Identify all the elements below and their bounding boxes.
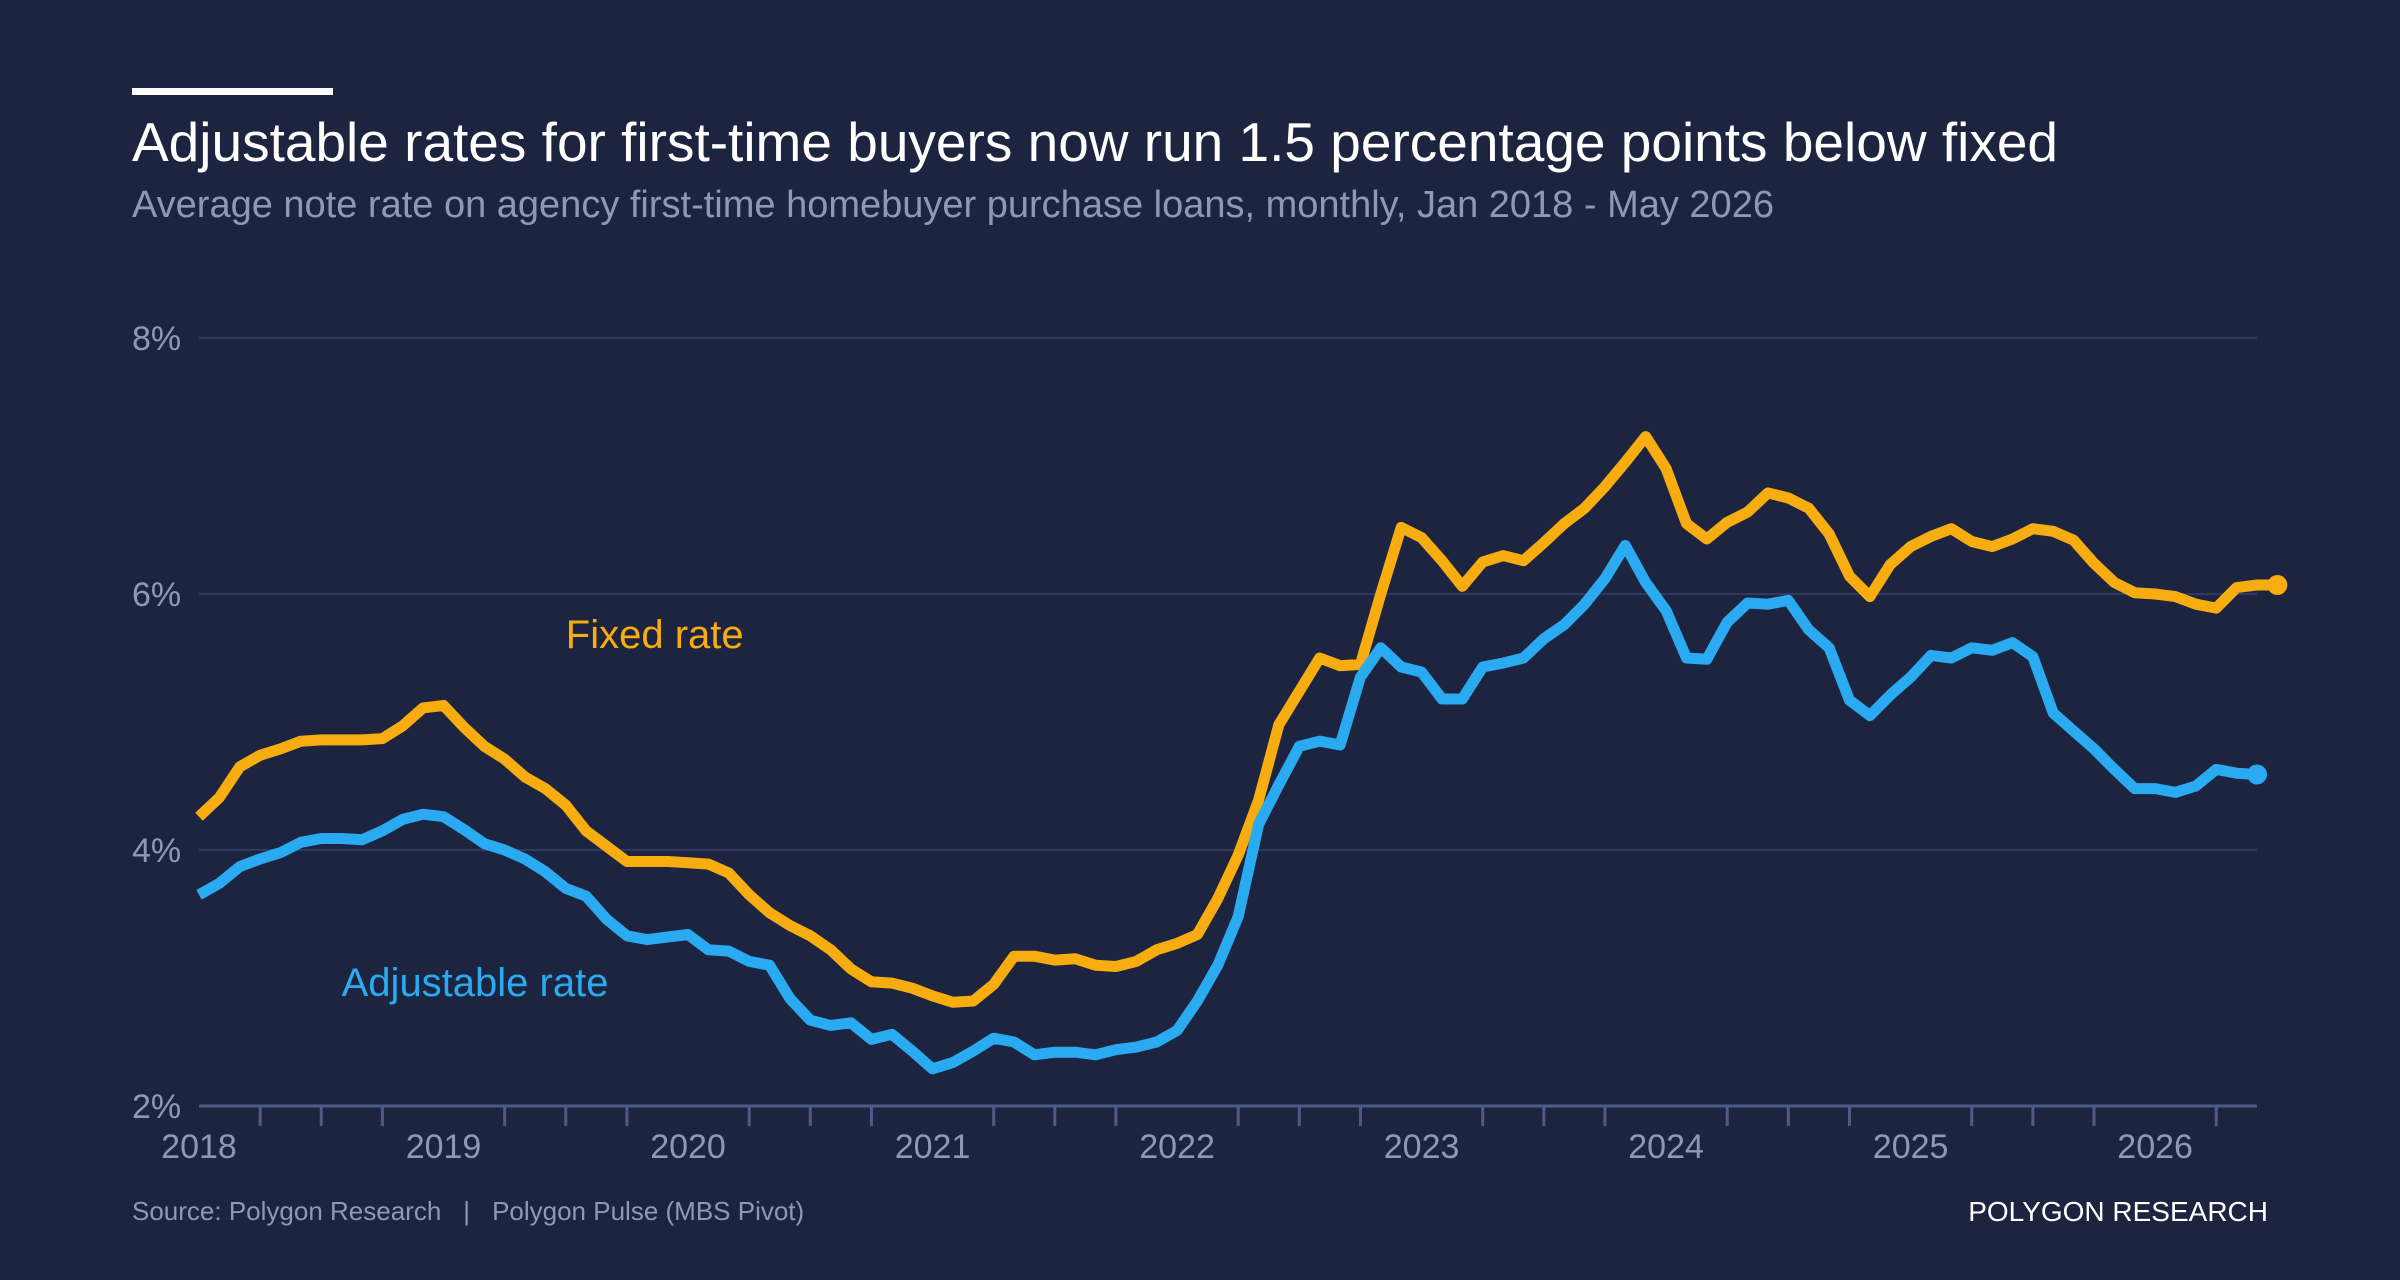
adjustable-rate-line	[196, 539, 2258, 1075]
adjustable-rate-label: Adjustable rate	[342, 961, 609, 1005]
source-label: Source: Polygon Research	[132, 1196, 442, 1226]
x-tick-label: 2018	[161, 1128, 237, 1166]
x-tick-label: 2021	[895, 1128, 971, 1166]
line-chart: 2% 4% 6% 8% 2018 2019 2020 2021 2022 2023 2024 2025…	[132, 320, 2288, 1166]
chart-subtitle: Average note rate on agency first-time h…	[132, 184, 1774, 226]
adjustable-rate-end-point	[2247, 764, 2267, 785]
x-tick-label: 2019	[406, 1128, 482, 1166]
x-tick-label: 2025	[1873, 1128, 1949, 1166]
x-tick-label: 2020	[650, 1128, 726, 1166]
source-separator: |	[463, 1196, 471, 1226]
y-tick-label: 4%	[132, 832, 181, 870]
fixed-rate-label: Fixed rate	[566, 613, 744, 657]
chart-title: Adjustable rates for first-time buyers n…	[132, 111, 2058, 173]
x-tick-label: 2026	[2117, 1128, 2193, 1166]
y-tick-label: 8%	[132, 320, 181, 358]
x-tick-label: 2023	[1384, 1128, 1460, 1166]
source-detail: Polygon Pulse (MBS Pivot)	[492, 1196, 805, 1226]
x-tick-label: 2024	[1628, 1128, 1704, 1166]
title-accent-bar	[132, 88, 333, 95]
y-tick-label: 6%	[132, 576, 181, 614]
brand-logo-text: POLYGON RESEARCH	[1968, 1196, 2268, 1227]
x-tick-label: 2022	[1139, 1128, 1215, 1166]
fixed-rate-line	[195, 431, 2278, 1008]
fixed-rate-end-point	[2267, 575, 2288, 596]
y-tick-label: 2%	[132, 1088, 181, 1126]
source-note: Source: Polygon Research | Polygon Pulse (…	[132, 1196, 804, 1227]
